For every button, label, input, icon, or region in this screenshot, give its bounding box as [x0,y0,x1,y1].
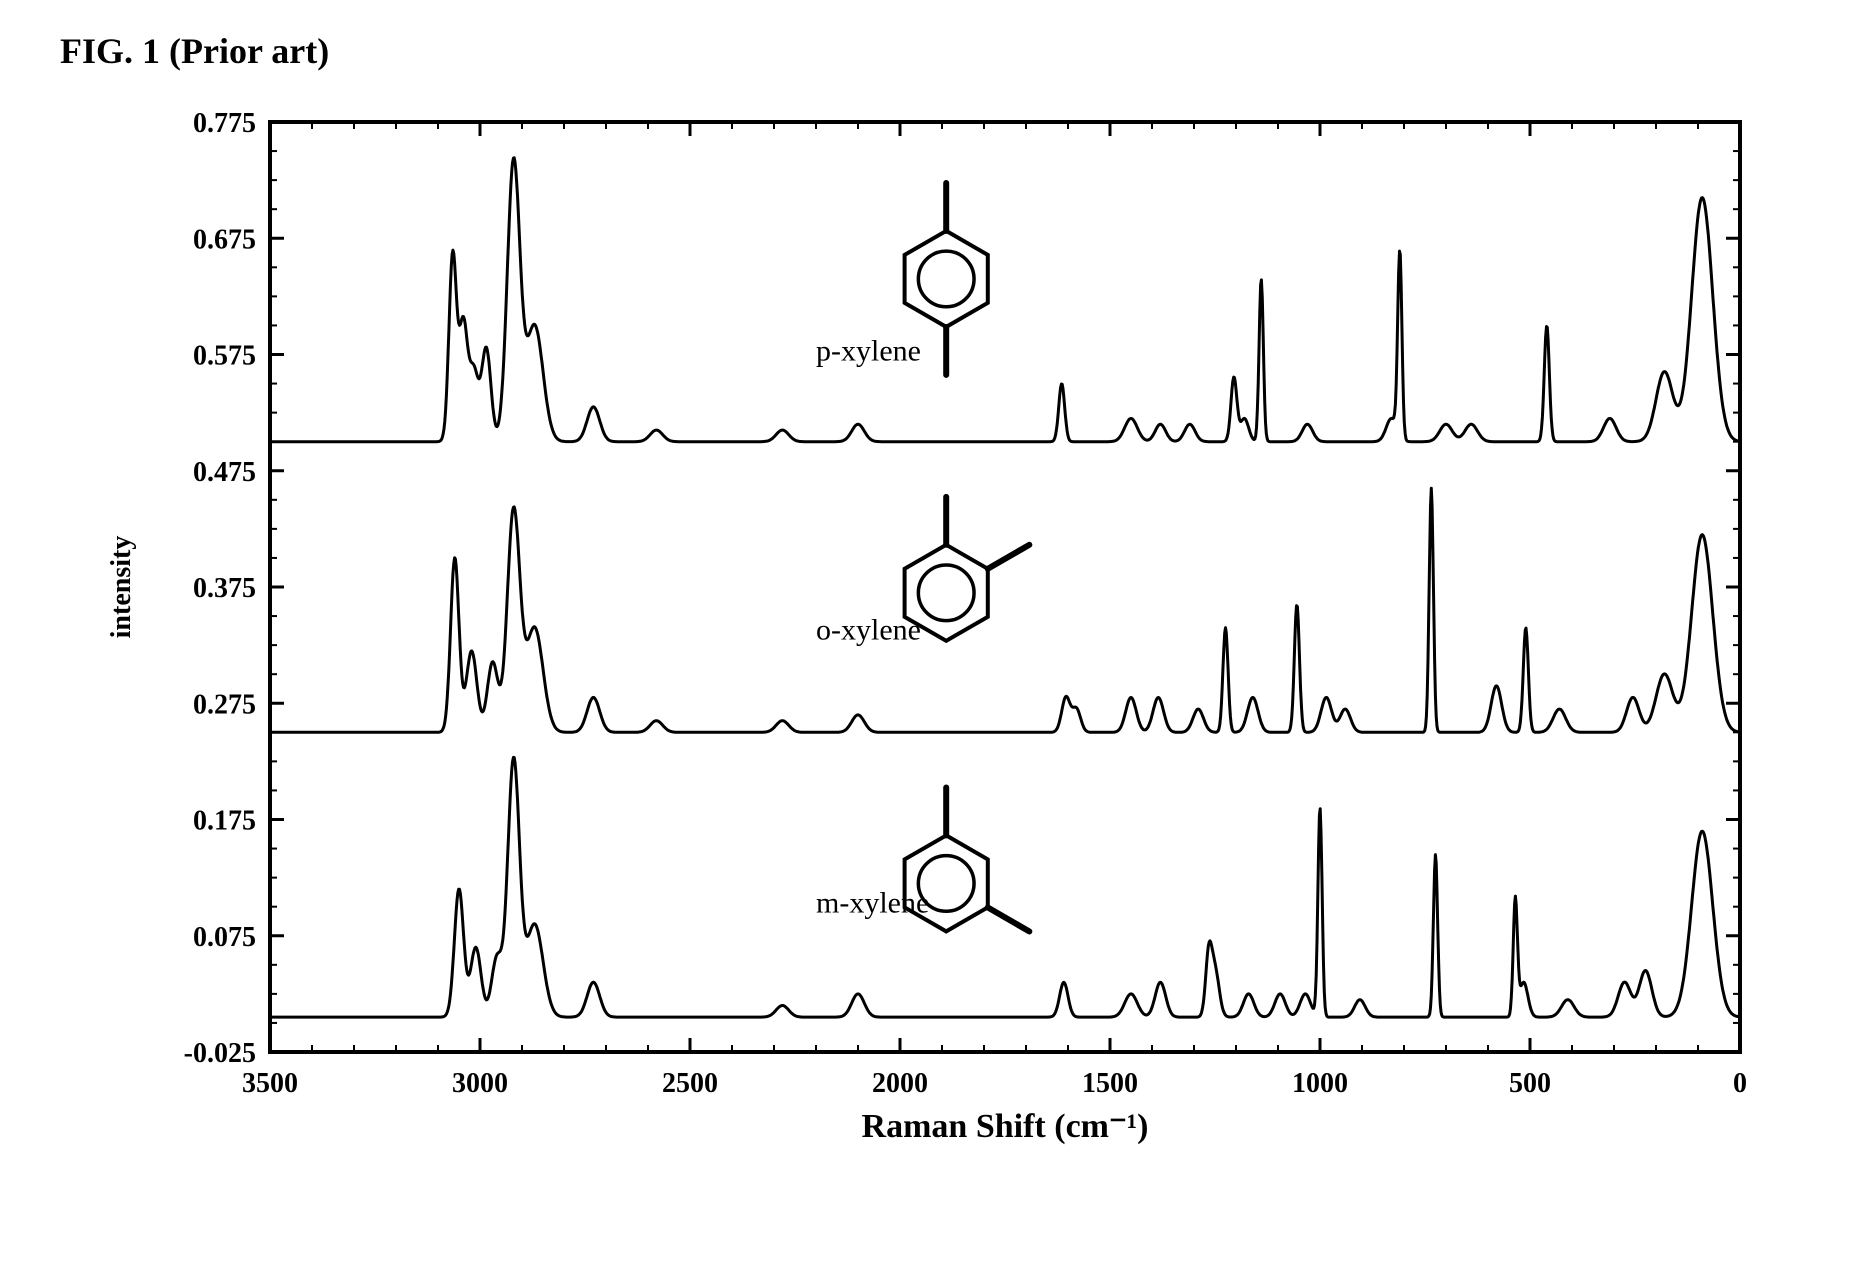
svg-text:0: 0 [1733,1068,1747,1099]
svg-text:0.475: 0.475 [193,457,256,488]
svg-text:intensity: intensity [106,536,137,639]
svg-text:2500: 2500 [662,1068,718,1099]
svg-text:3500: 3500 [242,1068,298,1099]
svg-text:Raman Shift (cm⁻¹): Raman Shift (cm⁻¹) [862,1108,1149,1145]
svg-text:0.375: 0.375 [193,573,256,604]
svg-text:2000: 2000 [872,1068,928,1099]
svg-text:1000: 1000 [1292,1068,1348,1099]
svg-text:0.275: 0.275 [193,689,256,720]
svg-text:0.175: 0.175 [193,806,256,837]
svg-text:0.775: 0.775 [193,108,256,139]
svg-text:500: 500 [1509,1068,1551,1099]
svg-text:p-xylene: p-xylene [816,334,921,367]
svg-text:0.675: 0.675 [193,224,256,255]
svg-text:1500: 1500 [1082,1068,1138,1099]
svg-text:0.575: 0.575 [193,341,256,372]
svg-text:3000: 3000 [452,1068,508,1099]
svg-text:0.075: 0.075 [193,922,256,953]
svg-text:-0.025: -0.025 [184,1038,256,1069]
svg-text:m-xylene: m-xylene [816,887,929,920]
figure-title: FIG. 1 (Prior art) [60,30,1828,72]
raman-spectra-chart: 3500 3000 2500 2000 1500 1000 500 0 Raman Shift … [80,92,1780,1192]
